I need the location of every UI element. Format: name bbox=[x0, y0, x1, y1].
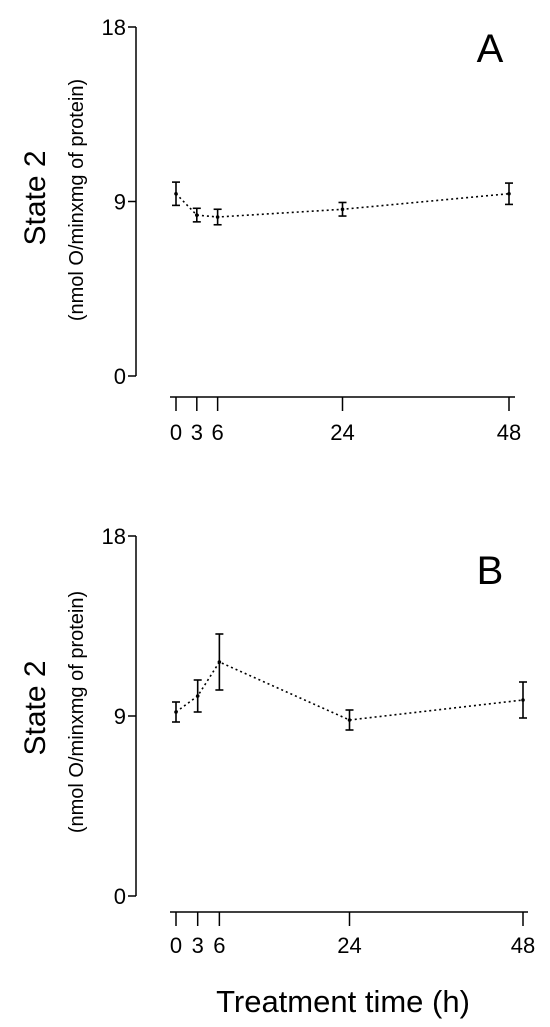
data-point-a-0 bbox=[174, 191, 178, 196]
x-axis-label: Treatment time (h) bbox=[216, 984, 470, 1019]
y-tick-label-b-2: 18 bbox=[102, 524, 126, 549]
panel-label-a: A bbox=[477, 27, 504, 71]
panel-a: State 2 (nmol O/minxmg of protein) A 0 9 1… bbox=[19, 15, 521, 445]
x-tick-label-b-4: 48 bbox=[511, 933, 535, 958]
data-point-b-4 bbox=[521, 698, 525, 702]
y-axis-label-a: State 2 bbox=[19, 150, 52, 245]
y-tick-label-a-1: 9 bbox=[114, 190, 126, 215]
y-axis-sublabel-b: (nmol O/minxmg of protein) bbox=[66, 591, 88, 833]
x-tick-label-a-4: 48 bbox=[497, 420, 521, 445]
data-point-b-0 bbox=[174, 710, 178, 714]
y-tick-label-b-0: 0 bbox=[114, 884, 126, 909]
x-tick-label-b-2: 6 bbox=[213, 933, 225, 958]
y-tick-label-a-2: 18 bbox=[102, 15, 126, 40]
x-tick-label-b-1: 3 bbox=[192, 933, 204, 958]
panel-b: State 2 (nmol O/minxmg of protein) B 0 9 1… bbox=[19, 524, 535, 958]
data-point-b-3 bbox=[347, 718, 352, 722]
data-point-a-1 bbox=[195, 213, 199, 217]
panel-label-b: B bbox=[477, 549, 504, 593]
x-tick-label-b-0: 0 bbox=[170, 933, 182, 958]
x-tick-label-a-2: 6 bbox=[212, 420, 224, 445]
data-point-b-1 bbox=[195, 694, 200, 698]
x-tick-label-a-3: 24 bbox=[330, 420, 354, 445]
x-tick-label-b-3: 24 bbox=[337, 933, 361, 958]
data-point-a-4 bbox=[507, 191, 511, 196]
y-axis-sublabel-a: (nmol O/minxmg of protein) bbox=[66, 79, 88, 321]
x-tick-label-a-1: 3 bbox=[191, 420, 203, 445]
y-axis-label-b: State 2 bbox=[19, 660, 52, 755]
y-tick-label-b-1: 9 bbox=[114, 704, 126, 729]
data-point-b-2 bbox=[217, 660, 222, 664]
data-point-a-3 bbox=[340, 207, 345, 212]
data-point-a-2 bbox=[215, 215, 220, 219]
y-tick-label-a-0: 0 bbox=[114, 364, 126, 389]
x-tick-label-a-0: 0 bbox=[170, 420, 182, 445]
